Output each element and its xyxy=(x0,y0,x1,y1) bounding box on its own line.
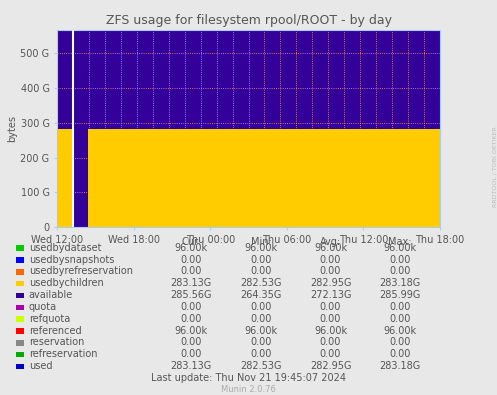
Text: Max:: Max: xyxy=(388,237,412,247)
Text: 0.00: 0.00 xyxy=(320,337,341,348)
Text: refquota: refquota xyxy=(29,314,70,324)
Text: 282.95G: 282.95G xyxy=(310,361,351,371)
Text: 96.00k: 96.00k xyxy=(245,325,277,336)
Text: 0.00: 0.00 xyxy=(389,314,411,324)
Text: Last update: Thu Nov 21 19:45:07 2024: Last update: Thu Nov 21 19:45:07 2024 xyxy=(151,373,346,383)
Text: 96.00k: 96.00k xyxy=(314,325,347,336)
Text: 0.00: 0.00 xyxy=(320,254,341,265)
Text: 0.00: 0.00 xyxy=(180,302,202,312)
Text: quota: quota xyxy=(29,302,57,312)
Text: referenced: referenced xyxy=(29,325,82,336)
Text: usedbychildren: usedbychildren xyxy=(29,278,103,288)
Text: 0.00: 0.00 xyxy=(250,302,272,312)
Text: available: available xyxy=(29,290,73,300)
Text: reservation: reservation xyxy=(29,337,84,348)
Text: refreservation: refreservation xyxy=(29,349,97,359)
Text: Avg:: Avg: xyxy=(320,237,341,247)
Text: 96.00k: 96.00k xyxy=(384,325,416,336)
Text: Munin 2.0.76: Munin 2.0.76 xyxy=(221,386,276,394)
Text: 96.00k: 96.00k xyxy=(245,243,277,253)
Text: Cur:: Cur: xyxy=(181,237,201,247)
Text: 0.00: 0.00 xyxy=(320,314,341,324)
Text: 0.00: 0.00 xyxy=(389,302,411,312)
Text: usedbydataset: usedbydataset xyxy=(29,243,101,253)
Text: used: used xyxy=(29,361,52,371)
Text: 0.00: 0.00 xyxy=(389,337,411,348)
Text: 0.00: 0.00 xyxy=(320,266,341,276)
Text: 0.00: 0.00 xyxy=(180,337,202,348)
Text: 283.13G: 283.13G xyxy=(171,278,212,288)
Text: 96.00k: 96.00k xyxy=(314,243,347,253)
Text: 0.00: 0.00 xyxy=(250,349,272,359)
Text: 0.00: 0.00 xyxy=(320,349,341,359)
Y-axis label: bytes: bytes xyxy=(7,115,17,142)
Text: 96.00k: 96.00k xyxy=(175,325,208,336)
Text: 283.18G: 283.18G xyxy=(380,361,420,371)
Text: 0.00: 0.00 xyxy=(180,349,202,359)
Text: 96.00k: 96.00k xyxy=(175,243,208,253)
Text: 0.00: 0.00 xyxy=(180,314,202,324)
Text: 0.00: 0.00 xyxy=(389,349,411,359)
Text: 282.53G: 282.53G xyxy=(240,361,282,371)
Text: 0.00: 0.00 xyxy=(389,254,411,265)
Text: 96.00k: 96.00k xyxy=(384,243,416,253)
Text: 0.00: 0.00 xyxy=(250,266,272,276)
Text: 272.13G: 272.13G xyxy=(310,290,351,300)
Text: 285.56G: 285.56G xyxy=(170,290,212,300)
Text: RRDTOOL / TOBI OETIKER: RRDTOOL / TOBI OETIKER xyxy=(492,126,497,207)
Text: usedbyrefreservation: usedbyrefreservation xyxy=(29,266,133,276)
Text: 285.99G: 285.99G xyxy=(379,290,421,300)
Text: 0.00: 0.00 xyxy=(180,266,202,276)
Text: 0.00: 0.00 xyxy=(180,254,202,265)
Text: 0.00: 0.00 xyxy=(250,314,272,324)
Text: usedbysnapshots: usedbysnapshots xyxy=(29,254,114,265)
Text: 0.00: 0.00 xyxy=(250,254,272,265)
Text: 282.95G: 282.95G xyxy=(310,278,351,288)
Text: 283.18G: 283.18G xyxy=(380,278,420,288)
Text: 283.13G: 283.13G xyxy=(171,361,212,371)
Text: Min:: Min: xyxy=(250,237,271,247)
Text: 264.35G: 264.35G xyxy=(240,290,282,300)
Text: 282.53G: 282.53G xyxy=(240,278,282,288)
Text: 0.00: 0.00 xyxy=(320,302,341,312)
Text: 0.00: 0.00 xyxy=(389,266,411,276)
Text: 0.00: 0.00 xyxy=(250,337,272,348)
Title: ZFS usage for filesystem rpool/ROOT - by day: ZFS usage for filesystem rpool/ROOT - by… xyxy=(105,14,392,27)
